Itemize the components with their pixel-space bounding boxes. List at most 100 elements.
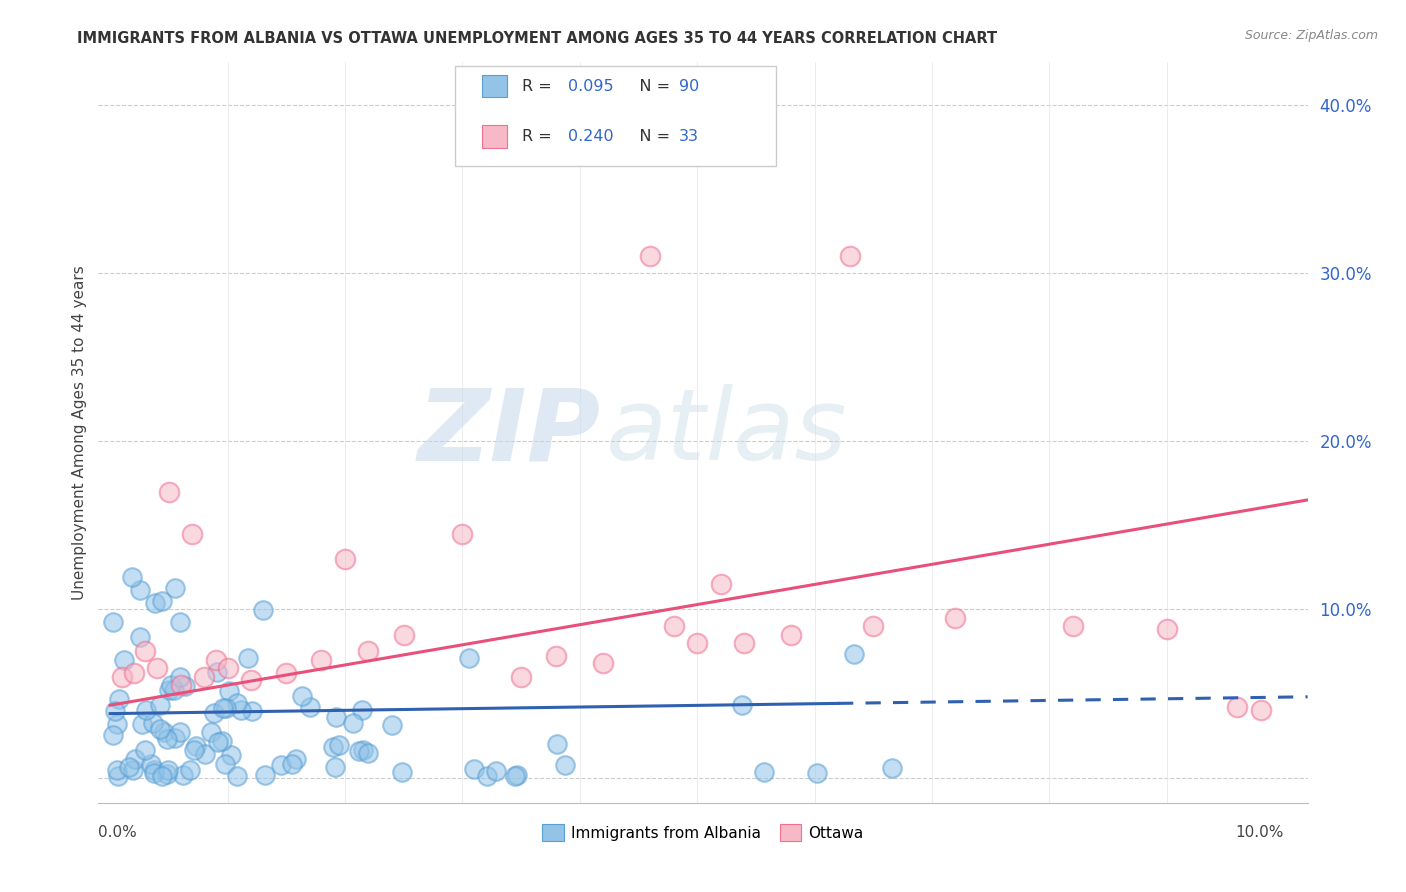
Point [229, 703, 252, 717]
Point [325, 760, 347, 774]
Point [240, 704, 263, 718]
Point [181, 526, 204, 541]
Text: IMMIGRANTS FROM ALBANIA VS OTTAWA UNEMPLOYMENT AMONG AGES 35 TO 44 YEARS CORRELA: IMMIGRANTS FROM ALBANIA VS OTTAWA UNEMPL… [77, 31, 997, 46]
Text: ZIP: ZIP [418, 384, 600, 481]
Point [211, 701, 233, 715]
Point [149, 698, 172, 712]
Point [217, 661, 239, 675]
Point [101, 728, 124, 742]
Point [105, 717, 128, 731]
Point [219, 747, 242, 762]
Point [121, 764, 143, 778]
Point [945, 610, 967, 624]
Point [381, 718, 404, 732]
Point [146, 661, 169, 675]
Point [150, 594, 173, 608]
Point [842, 648, 865, 662]
Text: 90: 90 [679, 78, 699, 94]
Point [357, 644, 380, 658]
Point [298, 700, 321, 714]
Point [162, 682, 184, 697]
Bar [482, 75, 508, 97]
Point [183, 743, 205, 757]
Point [281, 756, 304, 771]
Point [325, 710, 347, 724]
Point [270, 757, 292, 772]
Point [236, 651, 259, 665]
Text: 0.0%: 0.0% [98, 825, 138, 839]
Point [207, 734, 229, 748]
Point [838, 249, 860, 263]
Point [142, 715, 165, 730]
Point [510, 670, 533, 684]
Text: atlas: atlas [606, 384, 848, 481]
Point [592, 656, 614, 670]
Point [193, 670, 215, 684]
Point [225, 769, 247, 783]
Point [546, 649, 568, 664]
Point [806, 765, 828, 780]
Point [1062, 619, 1084, 633]
Point [169, 615, 191, 629]
Point [554, 758, 576, 772]
Text: 33: 33 [679, 129, 699, 144]
Point [463, 762, 485, 776]
Point [107, 769, 129, 783]
Point [485, 764, 508, 778]
Point [142, 765, 165, 780]
Point [1250, 703, 1272, 717]
Point [122, 666, 145, 681]
Point [752, 764, 775, 779]
Point [662, 619, 685, 633]
Point [104, 704, 127, 718]
Text: 10.0%: 10.0% [1236, 825, 1284, 839]
Point [710, 577, 733, 591]
Point [160, 678, 183, 692]
Point [169, 678, 191, 692]
Point [347, 744, 370, 758]
Point [124, 752, 146, 766]
Point [112, 653, 135, 667]
Point [311, 653, 333, 667]
Point [157, 484, 180, 499]
Point [131, 717, 153, 731]
Point [142, 763, 165, 777]
Point [392, 627, 415, 641]
Point [169, 670, 191, 684]
Point [214, 756, 236, 771]
Point [143, 596, 166, 610]
Point [477, 769, 499, 783]
Point [457, 651, 479, 665]
Point [211, 734, 233, 748]
Point [134, 743, 156, 757]
Point [150, 769, 173, 783]
Point [506, 768, 529, 782]
Point [121, 570, 143, 584]
Point [350, 703, 373, 717]
Point [546, 737, 568, 751]
Point [172, 767, 194, 781]
Point [733, 636, 755, 650]
Point [135, 704, 157, 718]
Point [186, 739, 208, 753]
Point [165, 731, 187, 746]
Point [342, 715, 364, 730]
Text: N =: N = [624, 129, 676, 144]
Point [157, 682, 180, 697]
Point [862, 619, 884, 633]
Point [291, 689, 314, 703]
Point [101, 615, 124, 629]
Point [156, 732, 179, 747]
Legend: Immigrants from Albania, Ottawa: Immigrants from Albania, Ottawa [536, 818, 870, 847]
Point [1156, 623, 1178, 637]
Point [108, 692, 131, 706]
Text: R =: R = [522, 129, 557, 144]
Point [284, 752, 307, 766]
Text: 0.095: 0.095 [568, 78, 613, 94]
Point [218, 684, 240, 698]
Point [139, 757, 162, 772]
Point [503, 769, 526, 783]
Point [200, 725, 222, 739]
Point [128, 583, 150, 598]
Text: Source: ZipAtlas.com: Source: ZipAtlas.com [1244, 29, 1378, 42]
